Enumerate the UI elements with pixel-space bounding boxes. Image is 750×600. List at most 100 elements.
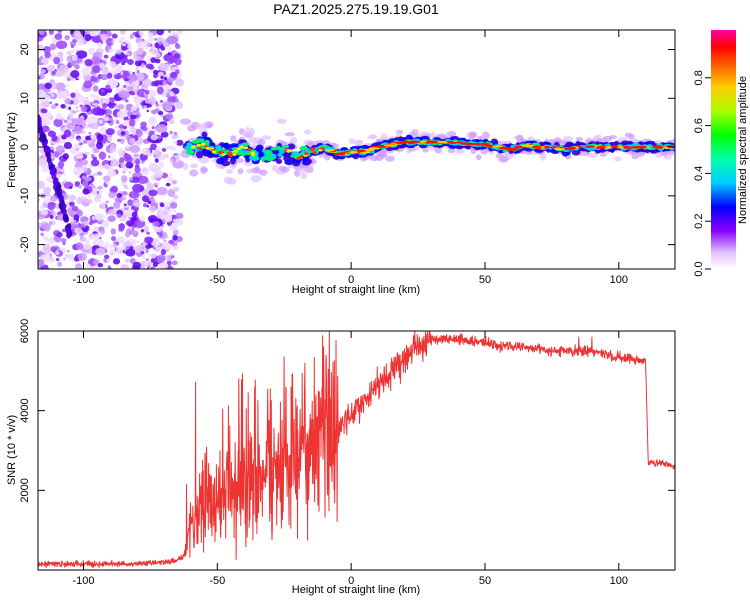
noise-blob — [174, 99, 180, 103]
noise-blob — [63, 129, 72, 138]
ridge-hot — [247, 148, 252, 151]
noise-blob — [110, 228, 116, 235]
noise-blob — [152, 261, 159, 268]
colorbar-tick-label: 0.4 — [693, 166, 705, 181]
noise-blob — [149, 68, 153, 73]
noise-blob — [129, 144, 140, 154]
noise-blob — [44, 247, 51, 255]
ridge-core — [455, 141, 464, 144]
snr-xtick-label: -100 — [72, 575, 94, 587]
noise-blob — [92, 85, 99, 92]
noise-blob — [108, 191, 117, 199]
streak-blob — [65, 227, 71, 234]
noise-blob — [149, 117, 155, 124]
noise-blob — [80, 105, 88, 113]
ridge-halo — [396, 130, 403, 138]
noise-blob — [53, 56, 61, 65]
ridge-halo — [515, 134, 524, 142]
noise-blob — [74, 227, 83, 234]
snr-xtick-label: -50 — [209, 575, 225, 587]
ridge-halo — [180, 118, 192, 125]
spectrogram-xtick-label: 100 — [610, 274, 628, 286]
ridge-halo — [223, 176, 233, 184]
noise-blob — [38, 198, 41, 202]
noise-blob — [140, 228, 144, 233]
noise-blob — [73, 214, 80, 221]
noise-blob — [99, 229, 105, 235]
noise-blob — [160, 131, 169, 138]
noise-blob — [60, 168, 65, 173]
noise-blob — [61, 228, 66, 233]
noise-blob — [49, 43, 57, 51]
noise-blob — [112, 258, 121, 265]
noise-blob — [140, 251, 145, 255]
noise-blob — [55, 40, 68, 50]
noise-blob — [103, 97, 110, 105]
noise-blob — [169, 119, 175, 125]
noise-blob — [145, 89, 150, 95]
ridge-halo — [244, 126, 251, 135]
ridge-halo — [248, 136, 257, 143]
noise-blob — [76, 48, 79, 52]
noise-blob — [93, 265, 98, 269]
noise-blob — [100, 73, 109, 81]
ridge-core — [450, 141, 457, 144]
snr-ytick-label: 6000 — [19, 319, 31, 343]
noise-blob — [107, 169, 117, 177]
noise-blob — [117, 148, 125, 157]
noise-blob — [147, 32, 154, 38]
ridge-halo — [250, 175, 262, 183]
noise-blob — [172, 75, 177, 79]
noise-blob — [86, 116, 98, 125]
noise-blob — [103, 116, 110, 122]
chart-title: PAZ1.2025.275.19.19.G01 — [273, 1, 439, 17]
ridge-halo — [348, 138, 355, 144]
noise-blob — [94, 73, 99, 78]
ridge-band — [301, 160, 311, 166]
noise-blob — [64, 84, 70, 88]
noise-blob — [124, 155, 133, 163]
noise-blob — [39, 30, 45, 36]
noise-blob — [148, 36, 154, 42]
streak-blob — [57, 192, 63, 199]
noise-blob — [173, 140, 178, 145]
noise-blob — [80, 159, 89, 166]
noise-blob — [169, 173, 173, 177]
noise-blob — [142, 195, 150, 203]
spectrogram-frame — [37, 29, 676, 270]
ridge-mid — [265, 155, 275, 162]
noise-blob — [148, 253, 153, 257]
noise-blob — [105, 128, 115, 136]
spectrogram-ytick-label: -20 — [19, 237, 31, 253]
noise-blob — [96, 171, 103, 176]
noise-blob — [82, 188, 90, 195]
snr-ytick-label: 2000 — [19, 478, 31, 502]
noise-blob — [155, 103, 159, 107]
noise-blob — [43, 45, 51, 55]
streak-blob — [40, 133, 46, 140]
noise-blob — [127, 199, 134, 207]
ridge-mid — [191, 139, 200, 144]
noise-blob — [82, 179, 89, 187]
noise-blob — [99, 62, 105, 69]
noise-blob — [169, 158, 175, 164]
ridge-band — [221, 143, 231, 148]
noise-blob — [104, 243, 109, 249]
noise-blob — [153, 169, 164, 178]
noise-blob — [145, 258, 149, 261]
noise-blob — [77, 38, 84, 47]
ridge-mid — [270, 146, 278, 151]
noise-blob — [109, 248, 116, 256]
noise-blob — [125, 39, 130, 45]
ridge-hot — [243, 146, 249, 150]
ridge-hot — [296, 156, 302, 160]
noise-blob — [91, 56, 101, 65]
noise-blob — [129, 170, 133, 174]
noise-blob — [171, 135, 177, 140]
ridge-band — [286, 143, 296, 150]
ridge-halo — [245, 168, 253, 174]
noise-blob — [140, 126, 145, 130]
noise-blob — [51, 211, 57, 217]
noise-blob — [135, 97, 142, 104]
noise-blob — [69, 109, 74, 113]
